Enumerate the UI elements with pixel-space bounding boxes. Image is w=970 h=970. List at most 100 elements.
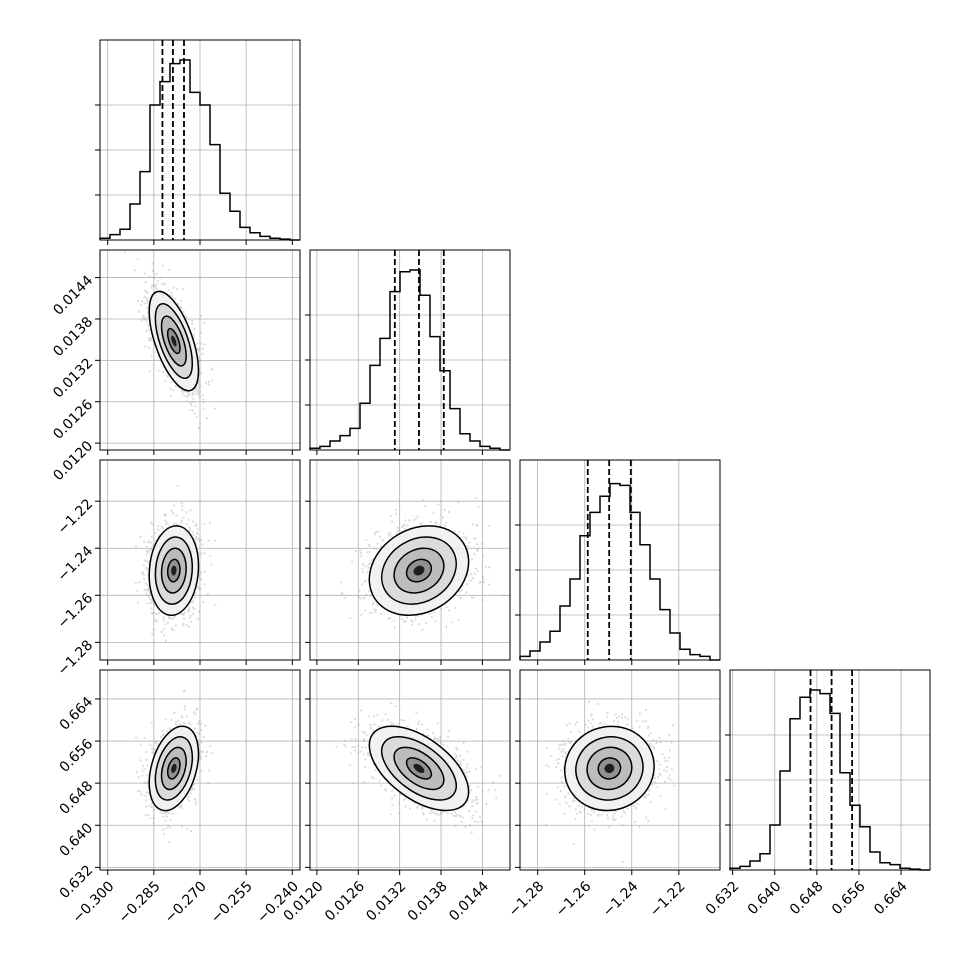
sample-point <box>434 521 437 524</box>
sample-point <box>151 262 154 265</box>
sample-point <box>441 516 445 519</box>
sample-point <box>206 592 210 596</box>
sample-point <box>193 401 196 404</box>
histogram-panel-2 <box>515 459 721 665</box>
sample-point <box>202 601 205 604</box>
sample-point <box>191 409 194 412</box>
sample-point <box>175 624 178 627</box>
sample-point <box>159 276 162 279</box>
sample-point <box>470 573 473 576</box>
sample-point <box>367 543 371 546</box>
sample-point <box>475 567 478 570</box>
sample-point <box>159 810 162 813</box>
sample-point <box>201 394 204 397</box>
sample-point <box>146 299 149 302</box>
sample-point <box>150 805 153 809</box>
sample-point <box>138 581 141 584</box>
sample-point <box>388 616 392 620</box>
sample-point <box>150 721 153 724</box>
sample-point <box>421 628 424 631</box>
sample-point <box>474 572 477 575</box>
sample-point <box>167 616 171 619</box>
sample-point <box>365 539 368 542</box>
sample-point <box>149 337 152 340</box>
sample-point <box>195 389 198 392</box>
sample-point <box>198 396 201 399</box>
sample-point <box>150 547 153 550</box>
sample-point <box>476 543 479 546</box>
sample-point <box>454 606 457 609</box>
sample-point <box>477 505 480 508</box>
sample-point <box>196 392 200 395</box>
sample-point <box>172 617 175 620</box>
sample-point <box>179 305 182 308</box>
sample-point <box>182 614 185 617</box>
sample-point <box>191 600 194 603</box>
sample-point <box>145 545 148 548</box>
sample-point <box>181 392 184 395</box>
sample-point <box>149 549 152 552</box>
sample-point <box>429 520 432 524</box>
sample-point <box>450 621 453 624</box>
sample-point <box>143 272 146 275</box>
sample-point <box>393 626 396 629</box>
sample-point <box>432 511 435 514</box>
sample-point <box>191 400 194 403</box>
sample-point <box>162 616 165 619</box>
sample-point <box>360 555 363 558</box>
sample-point <box>390 514 393 517</box>
sample-point <box>191 392 194 395</box>
sample-point <box>196 348 199 351</box>
sample-point <box>152 284 155 287</box>
sample-point <box>187 609 190 612</box>
sample-point <box>152 628 155 631</box>
sample-point <box>147 595 150 598</box>
sample-point <box>204 381 207 384</box>
sample-point <box>190 601 193 604</box>
sample-point <box>363 596 366 599</box>
sample-point <box>155 740 158 743</box>
sample-point <box>174 722 178 726</box>
sample-point <box>203 551 206 555</box>
sample-point <box>445 626 448 629</box>
sample-point <box>198 538 201 541</box>
contour-line-2 <box>154 303 194 380</box>
sample-point <box>192 784 196 787</box>
sample-point <box>487 566 490 569</box>
sample-point <box>142 315 145 318</box>
sample-point <box>139 790 142 793</box>
sample-point <box>447 510 450 514</box>
sample-point <box>502 594 505 597</box>
sample-point <box>139 304 143 307</box>
sample-point <box>158 611 161 614</box>
sample-point <box>407 519 411 522</box>
sample-point <box>475 524 478 527</box>
sample-point <box>440 607 443 611</box>
sample-point <box>404 519 407 522</box>
sample-point <box>139 535 142 539</box>
sample-point <box>444 521 448 524</box>
sample-point <box>148 275 151 278</box>
sample-point <box>183 394 186 397</box>
sample-point <box>359 549 362 552</box>
sample-point <box>197 393 200 396</box>
sample-point <box>155 287 158 290</box>
sample-point <box>197 587 200 591</box>
panel-frame <box>729 669 931 871</box>
sample-point <box>180 519 183 523</box>
sample-point <box>175 522 178 525</box>
sample-point <box>198 347 201 350</box>
sample-point <box>210 368 213 371</box>
sample-point <box>400 617 404 621</box>
sample-point <box>187 393 190 396</box>
sample-point <box>160 525 163 528</box>
sample-point <box>181 508 184 511</box>
sample-point <box>379 535 382 538</box>
sample-point <box>152 611 155 614</box>
sample-point <box>146 540 149 544</box>
sample-point <box>471 577 474 580</box>
sample-point <box>203 523 206 526</box>
sample-point <box>189 529 192 532</box>
sample-point <box>414 618 417 621</box>
